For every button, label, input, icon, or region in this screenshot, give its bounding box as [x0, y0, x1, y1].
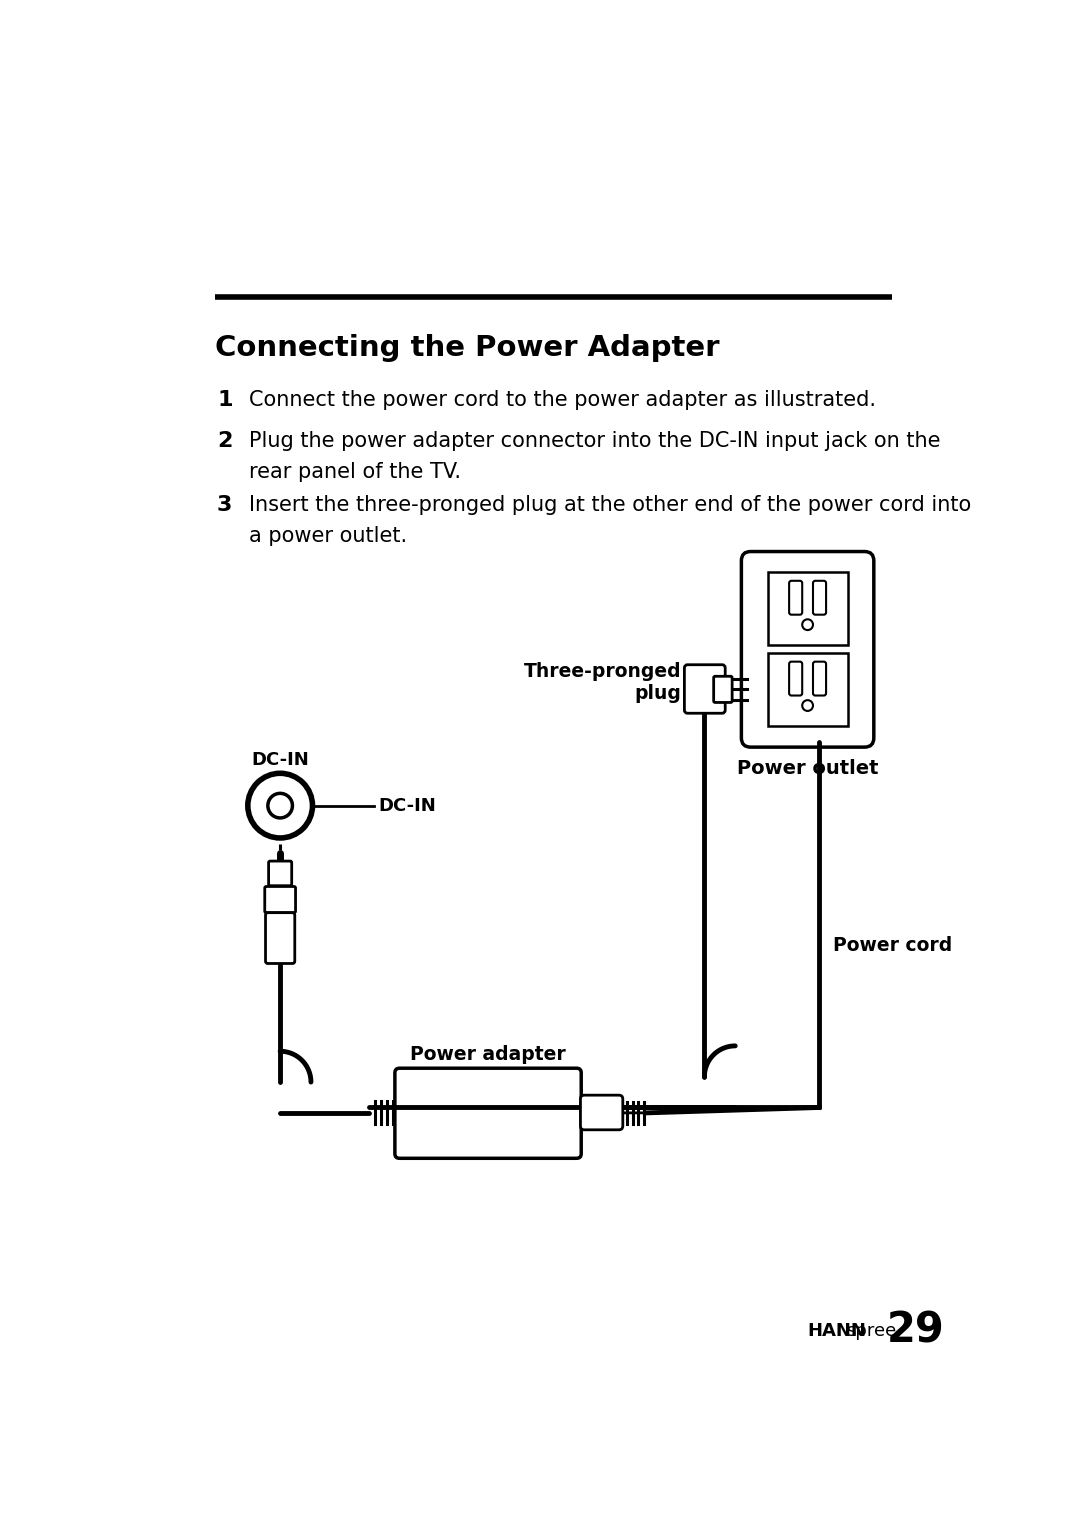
- FancyBboxPatch shape: [580, 1095, 623, 1130]
- FancyBboxPatch shape: [789, 581, 802, 615]
- FancyBboxPatch shape: [813, 662, 826, 696]
- Text: Power outlet: Power outlet: [737, 760, 878, 778]
- Circle shape: [802, 619, 813, 630]
- FancyBboxPatch shape: [395, 1069, 581, 1159]
- FancyBboxPatch shape: [269, 861, 292, 885]
- FancyBboxPatch shape: [741, 552, 874, 748]
- Text: Connecting the Power Adapter: Connecting the Power Adapter: [215, 333, 719, 362]
- FancyBboxPatch shape: [265, 887, 296, 913]
- Text: Power adapter: Power adapter: [410, 1044, 566, 1064]
- Circle shape: [268, 794, 293, 818]
- Circle shape: [802, 700, 813, 711]
- Text: Connect the power cord to the power adapter as illustrated.: Connect the power cord to the power adap…: [249, 390, 876, 410]
- FancyBboxPatch shape: [768, 653, 848, 726]
- FancyBboxPatch shape: [789, 662, 802, 696]
- Text: 3: 3: [217, 495, 232, 515]
- Text: 2: 2: [217, 431, 232, 451]
- Text: 29: 29: [887, 1310, 945, 1352]
- Text: HANN: HANN: [808, 1321, 866, 1339]
- FancyBboxPatch shape: [768, 572, 848, 645]
- FancyBboxPatch shape: [813, 581, 826, 615]
- Text: Power cord: Power cord: [833, 936, 953, 956]
- FancyBboxPatch shape: [266, 913, 295, 963]
- Text: DC-IN: DC-IN: [252, 751, 309, 769]
- Circle shape: [247, 774, 312, 838]
- Text: Three-pronged
plug: Three-pronged plug: [524, 662, 681, 703]
- FancyBboxPatch shape: [685, 665, 725, 713]
- Text: Insert the three-pronged plug at the other end of the power cord into
a power ou: Insert the three-pronged plug at the oth…: [249, 495, 972, 546]
- Text: 1: 1: [217, 390, 232, 410]
- Text: DC-IN: DC-IN: [378, 797, 435, 815]
- Text: Plug the power adapter connector into the DC-IN input jack on the
rear panel of : Plug the power adapter connector into th…: [249, 431, 941, 482]
- FancyBboxPatch shape: [714, 676, 732, 702]
- Text: spree: spree: [846, 1321, 896, 1339]
